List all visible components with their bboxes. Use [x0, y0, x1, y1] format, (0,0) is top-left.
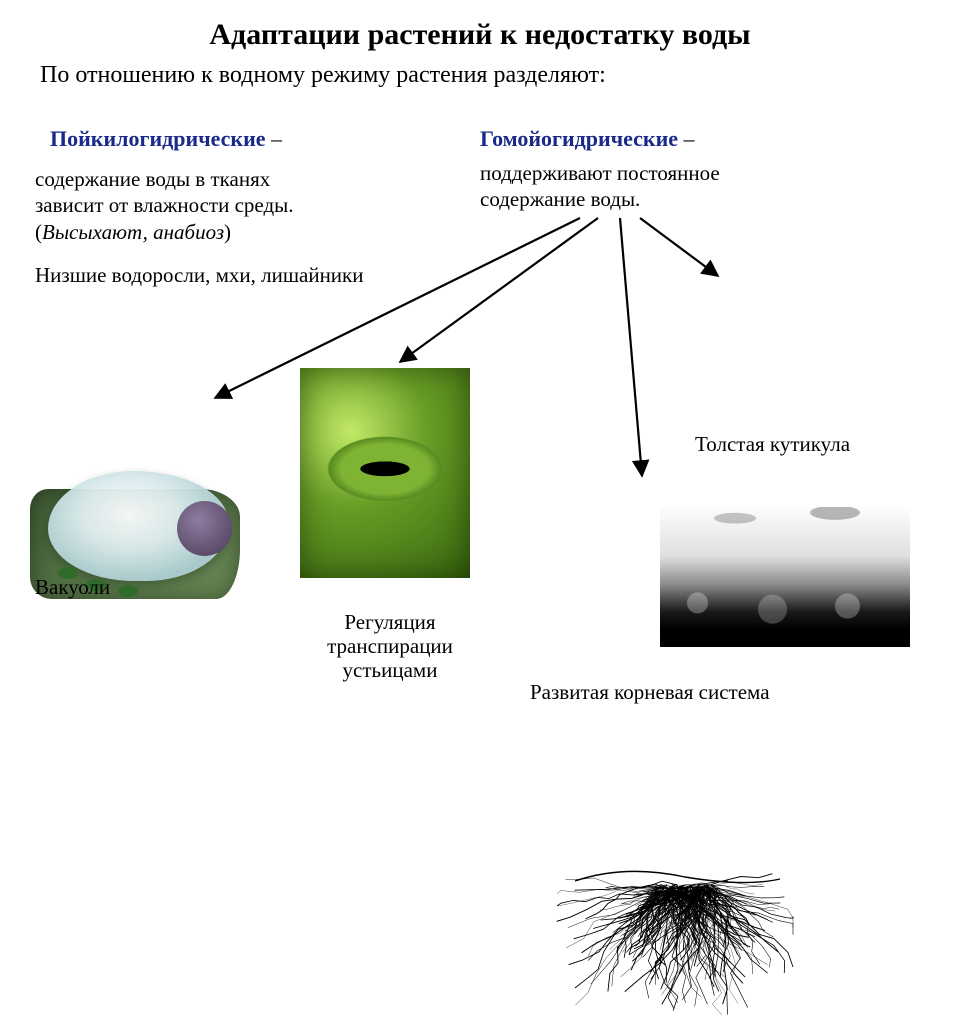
caption-cuticle: Толстая кутикула	[695, 432, 850, 456]
caption-roots: Развитая корневая система	[530, 680, 850, 704]
left-category-examples: Низшие водоросли, мхи, лишайники	[35, 262, 363, 288]
page-subtitle: По отношению к водному режиму растения р…	[0, 52, 960, 89]
left-category-term: Пойкилогидрические	[50, 126, 266, 151]
caption-vacuole: Вакуоли	[35, 575, 110, 599]
caption-stomata: Регуляция транспирации устьицами	[305, 610, 475, 682]
right-category-heading: Гомойогидрические –	[480, 126, 695, 152]
dash: –	[678, 126, 695, 151]
figure-stomata	[300, 368, 470, 578]
figure-cuticle	[660, 507, 910, 647]
figure-roots	[555, 859, 795, 1024]
dash: –	[266, 126, 283, 151]
right-category-term: Гомойогидрические	[480, 126, 678, 151]
page-title: Адаптации растений к недостатку воды	[0, 0, 960, 52]
right-category-description: поддерживают постоянное содержание воды.	[480, 160, 720, 213]
left-category-description: содержание воды в тканях зависит от влаж…	[35, 166, 294, 245]
left-category-heading: Пойкилогидрические –	[50, 126, 282, 152]
